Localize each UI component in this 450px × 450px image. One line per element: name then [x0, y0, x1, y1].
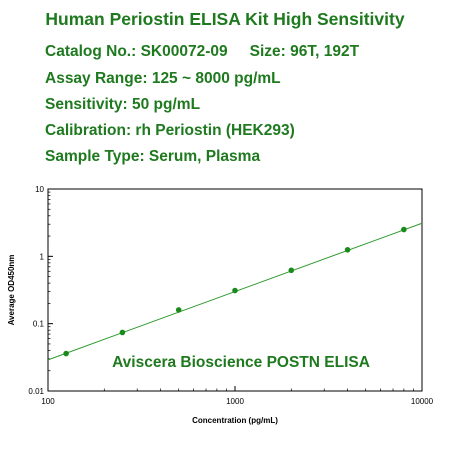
y-axis-label: Average OD450nm	[7, 255, 16, 326]
x-tick-label: 100	[41, 397, 55, 406]
sample-type: Sample Type: Serum, Plasma	[45, 148, 261, 165]
assay-range: Assay Range: 125 ~ 8000 pg/mL	[45, 70, 281, 87]
calibration: Calibration: rh Periostin (HEK293)	[45, 122, 295, 139]
kit-size: Size: 96T, 192T	[249, 43, 360, 60]
y-tick-label: 10	[35, 185, 44, 194]
data-point	[288, 267, 295, 274]
chart-annotation: Aviscera Bioscience POSTN ELISA	[112, 354, 370, 371]
catalog-row: Catalog No.: SK00072-09 Size: 96T, 192T	[45, 43, 359, 61]
data-point	[232, 287, 238, 294]
x-tick-label: 10000	[411, 397, 434, 406]
y-tick-label: 0.1	[33, 320, 45, 329]
y-tick-label: 1	[40, 252, 45, 261]
catalog-number: Catalog No.: SK00072-09	[45, 43, 228, 60]
page-title: Human Periostin ELISA Kit High Sensitivi…	[45, 9, 405, 29]
x-axis-label: Concentration (pg/mL)	[192, 416, 278, 425]
x-tick-label: 1000	[226, 397, 244, 406]
data-point	[344, 247, 351, 253]
data-point	[119, 329, 126, 336]
sensitivity: Sensitivity: 50 pg/mL	[45, 96, 201, 113]
y-tick-label: 0.01	[28, 387, 44, 396]
data-point	[175, 307, 182, 313]
data-point	[401, 226, 407, 233]
data-point	[63, 350, 69, 357]
